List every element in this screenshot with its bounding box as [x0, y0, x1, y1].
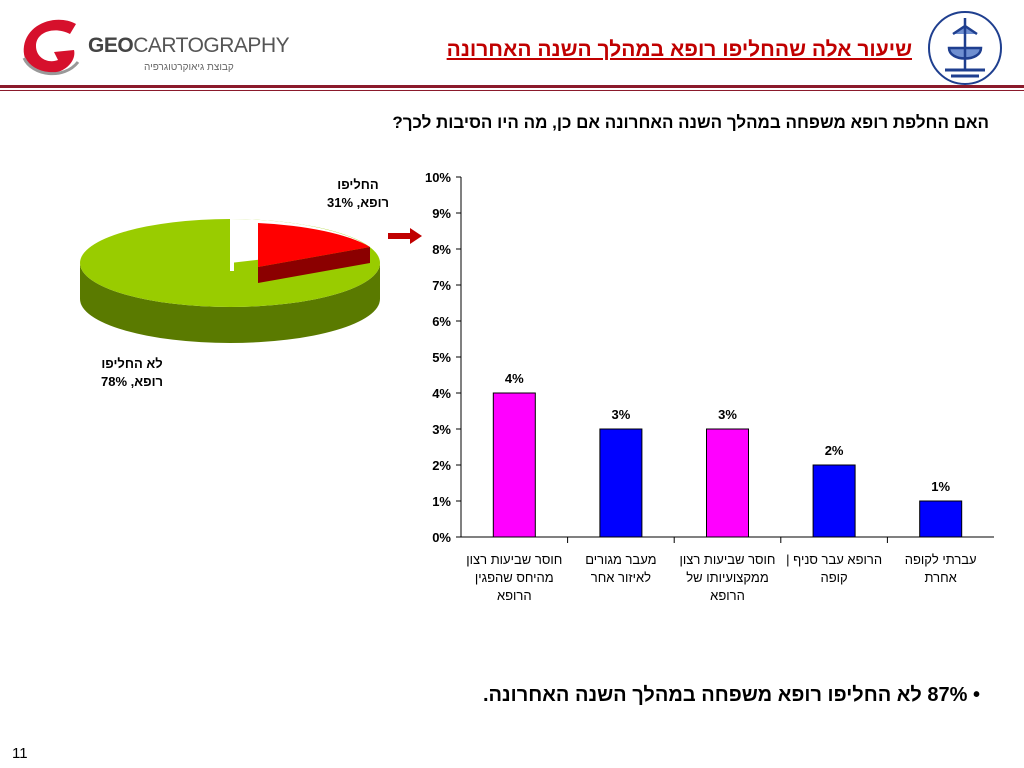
y-tick-label: 0%: [432, 530, 451, 545]
bar-data-label: 2%: [825, 443, 844, 458]
y-tick-label: 6%: [432, 314, 451, 329]
y-tick-label: 8%: [432, 242, 451, 257]
geocartography-logo: GEOCARTOGRAPHY קבוצת גיאוקרטוגרפיה: [18, 14, 290, 84]
right-arrow-icon: [388, 228, 422, 244]
y-tick-label: 7%: [432, 278, 451, 293]
bar-data-label: 3%: [718, 407, 737, 422]
bar: [492, 392, 536, 538]
pie-slice-switched-side: [258, 247, 370, 283]
x-category-label: חוסר שביעות רצון מהיחס שהפגין הרופא: [466, 552, 563, 603]
organization-emblem-icon: [928, 11, 1002, 85]
bar: [919, 500, 963, 538]
survey-question: האם החלפת רופא משפחה במהלך השנה האחרונה …: [392, 113, 989, 132]
x-category-label: הרופא עבר סניף | קופה: [786, 552, 883, 585]
bar-data-label: 4%: [505, 371, 524, 386]
y-tick-label: 9%: [432, 206, 451, 221]
slide-title: שיעור אלה שהחליפו רופא במהלך השנה האחרונ…: [446, 38, 912, 61]
pie-slice-switched: [258, 223, 370, 267]
bar-data-label: 1%: [931, 479, 950, 494]
pie-label-switched: החליפו רופא, 31%: [326, 177, 389, 210]
pie-chart: [80, 219, 380, 343]
bar: [812, 464, 856, 538]
summary-bullet: • 87% לא החליפו רופא משפחה במהלך השנה הא…: [482, 684, 980, 706]
x-category-label: מעבר מגורים לאיזור אחר: [585, 552, 657, 585]
y-tick-label: 3%: [432, 422, 451, 437]
header-divider-thin: [0, 90, 1024, 91]
bar-chart: 0% 1% 2% 3% 4% 5% 6% 7% 8% 9% 10% 4% 3% 3% 2% 1%: [425, 170, 994, 545]
bar: [706, 428, 749, 538]
logo-wordmark: GEOCARTOGRAPHY: [88, 34, 290, 57]
logo-subtitle: קבוצת גיאוקרטוגרפיה: [144, 62, 234, 73]
page-number: 11: [12, 745, 28, 762]
y-tick-label: 1%: [432, 494, 451, 509]
y-tick-label: 10%: [425, 170, 451, 185]
x-category-label: עברתי לקופה אחרת: [904, 552, 977, 585]
header-divider: [0, 85, 1024, 88]
pie-slice-not-switched-side: [80, 263, 380, 343]
bar: [599, 428, 643, 538]
y-tick-label: 4%: [432, 386, 451, 401]
y-tick-label: 2%: [432, 458, 451, 473]
bar-data-label: 3%: [612, 407, 631, 422]
x-category-label: חוסר שביעות רצון ממקצועיותו של הרופא: [679, 552, 776, 603]
logo-swoosh-icon: [22, 19, 80, 76]
y-tick-label: 5%: [432, 350, 451, 365]
pie-label-not-switched: לא החליפו רופא, 78%: [100, 356, 163, 389]
